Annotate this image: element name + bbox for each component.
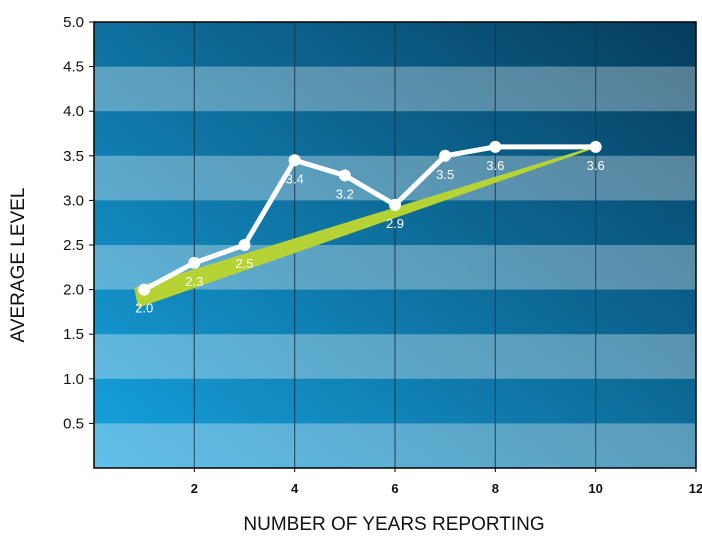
y-tick-label: 2.5 (63, 237, 84, 254)
data-label: 3.6 (486, 158, 504, 173)
data-label: 2.9 (386, 216, 404, 231)
data-label: 2.3 (185, 274, 203, 289)
trend-band (134, 145, 596, 308)
y-tick-label: 1.5 (63, 326, 84, 343)
x-axis-title: NUMBER OF YEARS REPORTING (243, 514, 544, 535)
data-label: 3.2 (336, 186, 354, 201)
x-tick-label: 12 (689, 481, 702, 496)
x-axis-ticks: 2 4 6 8 10 12 (191, 468, 702, 496)
data-point (238, 239, 251, 251)
y-tick-label: 3.0 (63, 192, 84, 209)
data-label: 3.5 (436, 167, 454, 182)
data-label: 3.6 (587, 158, 605, 173)
data-point (489, 140, 502, 153)
data-point (589, 140, 602, 153)
y-tick-label: 5.0 (63, 14, 84, 31)
x-tick-label: 8 (492, 481, 499, 496)
x-tick-label: 4 (291, 481, 299, 496)
trend-band-shape (134, 145, 596, 308)
data-point (188, 256, 201, 269)
x-tick-label: 6 (391, 481, 398, 496)
y-tick-label: 4.5 (63, 59, 84, 76)
data-point (288, 154, 301, 167)
data-label: 2.5 (235, 256, 253, 271)
data-label: 2.0 (135, 301, 153, 316)
y-axis-ticks: 0.5 1.0 1.5 2.0 2.5 3.0 3.5 4.0 4.5 5.0 (63, 14, 94, 432)
y-tick-label: 2.0 (63, 282, 84, 299)
data-point (138, 283, 151, 296)
data-label: 3.4 (286, 171, 304, 186)
data-point (338, 169, 351, 182)
y-tick-label: 3.5 (63, 148, 84, 165)
data-point (439, 149, 452, 162)
y-tick-label: 4.0 (63, 103, 84, 120)
x-tick-label: 2 (191, 481, 198, 496)
y-tick-label: 0.5 (63, 415, 84, 432)
x-tick-label: 10 (588, 481, 602, 496)
y-tick-label: 1.0 (63, 371, 84, 388)
data-labels: 2.0 2.3 2.5 3.4 3.2 2.9 3.5 3.6 3.6 (135, 158, 605, 316)
data-series (138, 140, 602, 296)
data-point (389, 198, 401, 211)
y-axis-title: AVERAGE LEVEL (8, 188, 29, 343)
